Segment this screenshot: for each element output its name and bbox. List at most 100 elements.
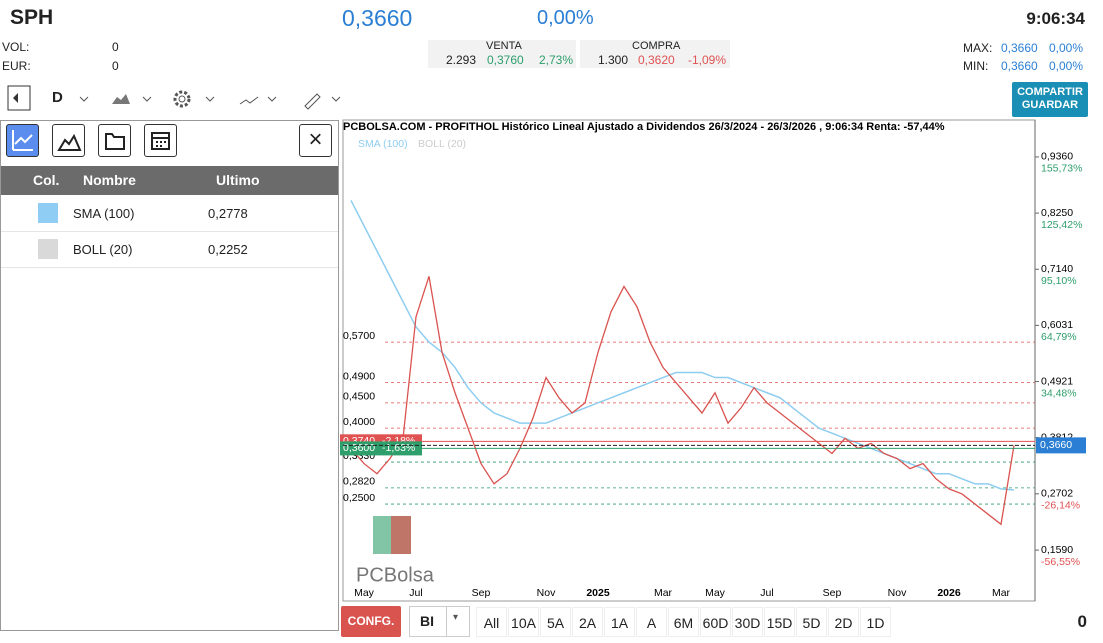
range-button[interactable]: 60D <box>700 607 731 637</box>
y-tick-return: 125,42% <box>1041 219 1082 231</box>
indicators[interactable] <box>239 96 259 105</box>
tab-calendar[interactable] <box>144 124 177 157</box>
row-line <box>1 231 338 232</box>
price-line <box>350 276 1015 526</box>
side-panel <box>0 120 339 631</box>
tag-box <box>340 441 422 456</box>
range-button[interactable]: 5D <box>796 607 827 637</box>
last-box <box>1036 437 1086 454</box>
indicator-last: 0,2252 <box>208 242 248 257</box>
x-tick-label: Nov <box>537 587 556 599</box>
range-button[interactable]: 1A <box>604 607 635 637</box>
indicator-name: BOLL (20) <box>73 242 133 257</box>
table-header <box>1 166 338 195</box>
color-swatch[interactable] <box>38 239 58 259</box>
mode: BI <box>420 613 434 629</box>
y-tick-label: 0,8250 <box>1041 207 1073 219</box>
range-button[interactable]: 2A <box>572 607 603 637</box>
period[interactable]: D <box>52 89 63 106</box>
y-tick-return: 34,48% <box>1041 387 1077 399</box>
x-tick-label: 2026 <box>937 587 961 599</box>
y-tick-label: 0,1590 <box>1041 544 1073 556</box>
range-button[interactable]: 30D <box>732 607 763 637</box>
sell-price: 0,3760 <box>487 53 524 67</box>
time: 9:06:34 <box>1026 9 1085 28</box>
min-pct: 0,00% <box>1049 59 1084 73</box>
draw[interactable] <box>304 93 321 110</box>
x-tick-label: Mar <box>654 587 673 599</box>
x-tick-label: May <box>705 587 726 599</box>
y-tick-return: -56,55% <box>1041 556 1080 568</box>
last-label: 0,3660 <box>1040 439 1072 451</box>
share-text: COMPARTIR <box>1017 86 1083 98</box>
range-button[interactable]: 6M <box>668 607 699 637</box>
count: 0 <box>1077 612 1087 631</box>
mode-select[interactable] <box>409 606 470 637</box>
indicator-name: SMA (100) <box>73 206 135 221</box>
range-button[interactable]: All <box>476 607 507 637</box>
min-label: MIN: <box>963 59 989 73</box>
sell-pct: 2,73% <box>539 53 574 67</box>
max: 0,3660 <box>1001 41 1038 55</box>
tab-lines[interactable] <box>6 124 39 157</box>
min: 0,3660 <box>1001 59 1038 73</box>
col-header: Col. <box>33 172 60 188</box>
level-label: 0,4900 <box>343 370 375 382</box>
buy-qty: 1.300 <box>598 53 629 67</box>
eur-label: EUR: <box>2 59 31 73</box>
range-button[interactable]: 2D <box>828 607 859 637</box>
range-button[interactable]: 15D <box>764 607 795 637</box>
close-button[interactable]: × <box>299 124 332 157</box>
legend-boll: BOLL (20) <box>418 138 466 150</box>
sell-qty: 2.293 <box>446 53 477 67</box>
save-text: GUARDAR <box>1021 99 1079 111</box>
y-tick-label: 0,4921 <box>1041 375 1073 387</box>
chart-type[interactable] <box>112 94 130 104</box>
color-swatch[interactable] <box>38 203 58 223</box>
tab-area[interactable] <box>52 124 85 157</box>
config-button[interactable]: CONFG. <box>341 606 401 637</box>
buy-label: COMPRA <box>632 40 681 52</box>
settings[interactable] <box>173 90 191 108</box>
y-tick-return: 155,73% <box>1041 163 1082 175</box>
buy-price: 0,3620 <box>638 53 675 67</box>
price: 0,3660 <box>342 5 413 31</box>
y-tick-label: 0,7140 <box>1041 263 1073 275</box>
caret: ▾ <box>453 612 459 623</box>
x-tick-label: Jul <box>760 587 773 599</box>
x-tick-label: Jul <box>409 587 422 599</box>
x-tick-label: 2025 <box>586 587 610 599</box>
level-label: 0,5700 <box>343 330 375 342</box>
share-button[interactable]: COMPARTIR GUARDAR <box>1012 82 1088 117</box>
indicator-last: 0,2778 <box>208 206 248 221</box>
y-tick-label: 0,9360 <box>1041 151 1073 163</box>
tab-folder[interactable] <box>98 124 131 157</box>
max-pct: 0,00% <box>1049 41 1084 55</box>
x-tick-label: May <box>354 587 375 599</box>
range-button[interactable]: 10A <box>508 607 539 637</box>
buy-box <box>580 40 730 68</box>
last-header: Ultimo <box>216 172 260 188</box>
vol-label: VOL: <box>2 40 30 54</box>
chart-title: PCBOLSA.COM - PROFITHOL Histórico Lineal… <box>343 121 945 133</box>
vol: 0 <box>112 40 119 54</box>
change: 0,00% <box>537 7 594 29</box>
watermark: PCBolsa <box>356 564 435 586</box>
x-tick-label: Sep <box>823 587 842 599</box>
range-button[interactable]: 5A <box>540 607 571 637</box>
buy-pct: -1,09% <box>688 53 727 67</box>
panel-toggle[interactable] <box>7 85 31 111</box>
toolbar-icons <box>7 85 341 111</box>
x-tick-label: Sep <box>472 587 491 599</box>
name-header: Nombre <box>83 172 136 188</box>
sell-box <box>428 40 576 68</box>
x-tick-label: Nov <box>888 587 907 599</box>
range-button[interactable]: A <box>636 607 667 637</box>
range-button[interactable]: 1D <box>860 607 891 637</box>
level-label: 0,2820 <box>343 476 375 488</box>
y-tick-return: 64,79% <box>1041 331 1077 343</box>
dropdown[interactable] <box>79 96 89 102</box>
y-tick-label: 0,2702 <box>1041 488 1073 500</box>
